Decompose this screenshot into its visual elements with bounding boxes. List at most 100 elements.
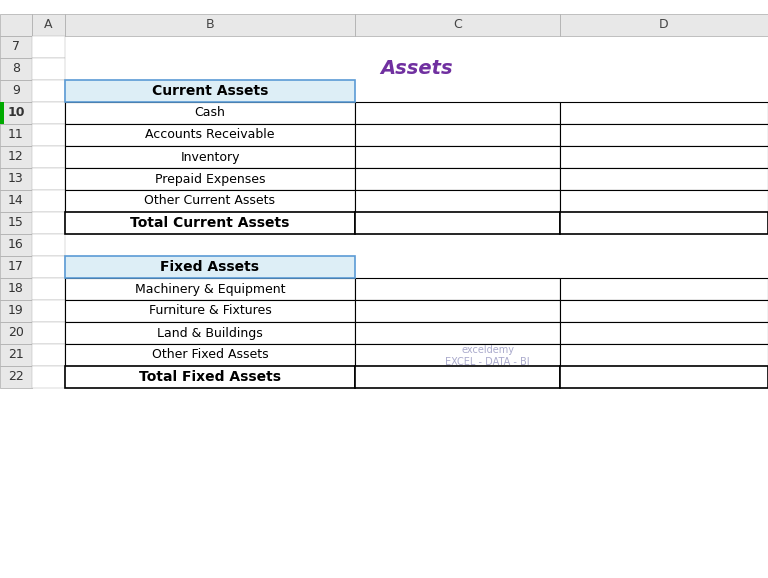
Bar — [32, 366, 65, 388]
Text: Land & Buildings: Land & Buildings — [157, 327, 263, 339]
Bar — [0, 322, 32, 344]
Bar — [355, 300, 560, 322]
Bar — [65, 14, 355, 36]
Bar — [560, 278, 768, 300]
Bar — [65, 102, 355, 124]
Text: A: A — [45, 18, 53, 31]
Text: exceldemy
EXCEL - DATA - BI: exceldemy EXCEL - DATA - BI — [445, 345, 530, 367]
Bar — [0, 190, 32, 212]
Bar — [355, 102, 560, 124]
Text: 15: 15 — [8, 217, 24, 229]
Bar — [0, 234, 32, 256]
Bar — [560, 344, 768, 366]
Bar — [65, 190, 355, 212]
Text: Current Assets: Current Assets — [152, 84, 268, 98]
Bar — [0, 300, 32, 322]
Text: D: D — [659, 18, 669, 31]
Bar — [65, 344, 355, 366]
Bar — [355, 322, 560, 344]
Text: 18: 18 — [8, 283, 24, 295]
Text: Total Current Assets: Total Current Assets — [131, 216, 290, 230]
Bar — [0, 212, 32, 234]
Bar — [65, 124, 355, 146]
Text: Total Fixed Assets: Total Fixed Assets — [139, 370, 281, 384]
Bar — [32, 168, 65, 190]
Text: 20: 20 — [8, 327, 24, 339]
Text: Fixed Assets: Fixed Assets — [161, 260, 260, 274]
Bar — [65, 278, 355, 300]
Bar — [32, 14, 65, 36]
Bar — [65, 300, 355, 322]
Text: 12: 12 — [8, 150, 24, 164]
Bar — [65, 80, 355, 102]
Text: C: C — [453, 18, 462, 31]
Bar — [355, 146, 560, 168]
Bar — [32, 58, 65, 80]
Bar — [560, 322, 768, 344]
Bar — [560, 300, 768, 322]
Text: 22: 22 — [8, 370, 24, 383]
Bar — [32, 124, 65, 146]
Text: Cash: Cash — [194, 106, 226, 120]
Text: 21: 21 — [8, 349, 24, 361]
Text: Other Fixed Assets: Other Fixed Assets — [152, 349, 268, 361]
Text: Assets: Assets — [380, 60, 453, 79]
Bar — [560, 14, 768, 36]
Bar — [560, 102, 768, 124]
Bar — [355, 212, 560, 234]
Text: Prepaid Expenses: Prepaid Expenses — [154, 172, 265, 186]
Text: 16: 16 — [8, 239, 24, 251]
Bar — [32, 102, 65, 124]
Bar — [355, 168, 560, 190]
Bar — [32, 256, 65, 278]
Bar — [32, 322, 65, 344]
Bar — [0, 168, 32, 190]
Text: 11: 11 — [8, 128, 24, 142]
Text: Other Current Assets: Other Current Assets — [144, 195, 276, 208]
Bar — [560, 168, 768, 190]
Bar — [32, 234, 65, 256]
Bar — [0, 102, 4, 124]
Bar — [355, 344, 560, 366]
Bar — [65, 212, 355, 234]
Bar — [0, 58, 32, 80]
Bar — [65, 366, 355, 388]
Bar — [32, 278, 65, 300]
Bar — [560, 366, 768, 388]
Bar — [65, 256, 355, 278]
Bar — [0, 36, 32, 58]
Bar — [560, 212, 768, 234]
Text: 10: 10 — [7, 106, 25, 120]
Bar — [32, 300, 65, 322]
Text: 19: 19 — [8, 305, 24, 317]
Text: 13: 13 — [8, 172, 24, 186]
Bar — [355, 124, 560, 146]
Bar — [0, 344, 32, 366]
Text: Machinery & Equipment: Machinery & Equipment — [134, 283, 285, 295]
Bar — [355, 14, 560, 36]
Bar — [32, 80, 65, 102]
Text: 9: 9 — [12, 84, 20, 98]
Text: Furniture & Fixtures: Furniture & Fixtures — [149, 305, 271, 317]
Bar — [0, 366, 32, 388]
Text: 14: 14 — [8, 195, 24, 208]
Bar — [0, 146, 32, 168]
Bar — [355, 278, 560, 300]
Text: 17: 17 — [8, 261, 24, 273]
Text: B: B — [206, 18, 214, 31]
Bar — [65, 168, 355, 190]
Text: 8: 8 — [12, 62, 20, 76]
Bar — [0, 124, 32, 146]
Bar — [32, 344, 65, 366]
Bar — [65, 146, 355, 168]
Bar — [0, 80, 32, 102]
Bar — [32, 212, 65, 234]
Bar — [65, 322, 355, 344]
Text: Accounts Receivable: Accounts Receivable — [145, 128, 275, 142]
Bar — [560, 146, 768, 168]
Bar — [32, 190, 65, 212]
Bar — [560, 124, 768, 146]
Text: Inventory: Inventory — [180, 150, 240, 164]
Bar — [560, 190, 768, 212]
Bar — [0, 256, 32, 278]
